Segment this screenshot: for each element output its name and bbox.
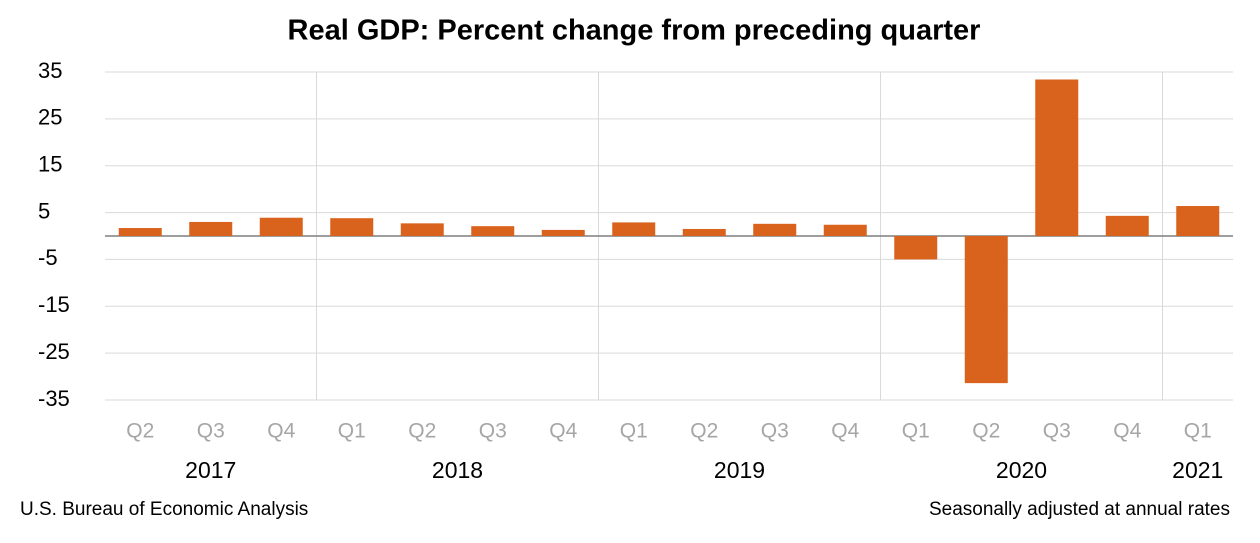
bar: [118, 228, 162, 236]
chart-title: Real GDP: Percent change from preceding …: [288, 15, 981, 47]
y-tick-label: -25: [38, 339, 70, 364]
x-tick-label: Q4: [549, 420, 577, 443]
y-tick-label: -5: [38, 245, 58, 270]
bar: [259, 217, 303, 236]
bar: [964, 236, 1008, 384]
y-tick-label: -15: [38, 292, 70, 317]
bar: [541, 229, 585, 236]
y-tick-label: 5: [38, 198, 50, 223]
x-tick-label: Q3: [761, 420, 789, 443]
y-tick-label: 15: [38, 152, 62, 177]
bar: [894, 236, 938, 260]
footnote: Seasonally adjusted at annual rates: [929, 499, 1230, 520]
x-tick-label: Q3: [197, 420, 225, 443]
bar: [682, 228, 726, 236]
y-tick-label: 25: [38, 105, 62, 130]
bar: [330, 218, 374, 236]
x-tick-label: Q2: [126, 420, 154, 443]
x-tick-label: Q1: [620, 420, 648, 443]
x-tick-label: Q2: [690, 420, 718, 443]
bar: [612, 222, 656, 236]
x-tick-label: Q4: [267, 420, 295, 443]
bar: [189, 221, 233, 236]
x-tick-label: Q2: [972, 420, 1000, 443]
bar: [823, 224, 867, 236]
year-label: 2017: [185, 457, 236, 483]
x-tick-label: Q1: [902, 420, 930, 443]
x-tick-label: Q1: [338, 420, 366, 443]
bar: [1035, 79, 1079, 236]
source-note: U.S. Bureau of Economic Analysis: [20, 499, 308, 520]
bar: [471, 226, 515, 236]
year-label: 2021: [1172, 457, 1223, 483]
x-tick-label: Q4: [1113, 420, 1141, 443]
bar: [1176, 206, 1220, 236]
year-label: 2018: [432, 457, 483, 483]
year-label: 2019: [714, 457, 765, 483]
x-tick-label: Q2: [408, 420, 436, 443]
y-tick-label: 35: [38, 58, 62, 83]
x-tick-label: Q3: [479, 420, 507, 443]
x-tick-label: Q1: [1184, 420, 1212, 443]
x-tick-label: Q4: [831, 420, 859, 443]
bar: [400, 223, 444, 236]
y-tick-label: -35: [38, 386, 70, 411]
year-label: 2020: [996, 457, 1047, 483]
bar: [753, 223, 797, 236]
bar: [1105, 215, 1149, 236]
x-tick-label: Q3: [1043, 420, 1071, 443]
